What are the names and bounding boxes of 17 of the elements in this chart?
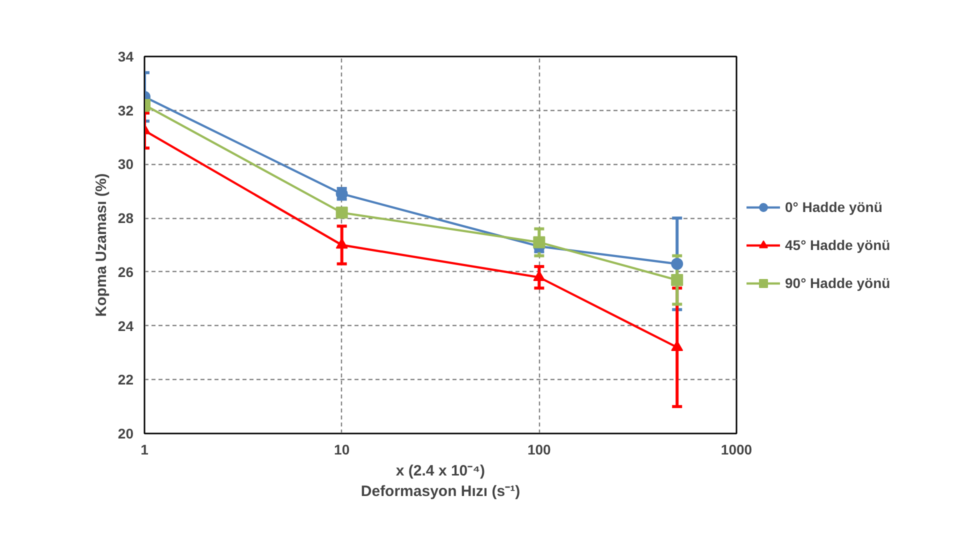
x-tick-label: 10: [334, 442, 350, 458]
x-tick-label: 1: [140, 442, 149, 458]
y-tick-label: 26: [118, 264, 134, 280]
x-tick-label: 1000: [720, 442, 752, 458]
y-tick-label: 24: [118, 318, 134, 334]
y-tick-label: 30: [118, 156, 134, 172]
y-axis-title: Kopma Uzaması (%): [92, 173, 110, 317]
y-tick-label: 20: [118, 426, 134, 442]
legend-label: 90° Hadde yönü: [785, 274, 890, 290]
y-tick-label: 32: [118, 102, 134, 118]
y-tick-label: 28: [118, 210, 134, 226]
y-tick-label: 22: [118, 372, 134, 388]
legend-label: 0° Hadde yönü: [785, 198, 882, 214]
x-axis-title: x (2.4 x 10⁻⁴) Deformasyon Hızı (s⁻¹): [360, 462, 520, 500]
y-tick-label: 34: [118, 48, 134, 64]
x-tick-label: 100: [527, 442, 552, 458]
legend-label: 45° Hadde yönü: [785, 236, 890, 252]
